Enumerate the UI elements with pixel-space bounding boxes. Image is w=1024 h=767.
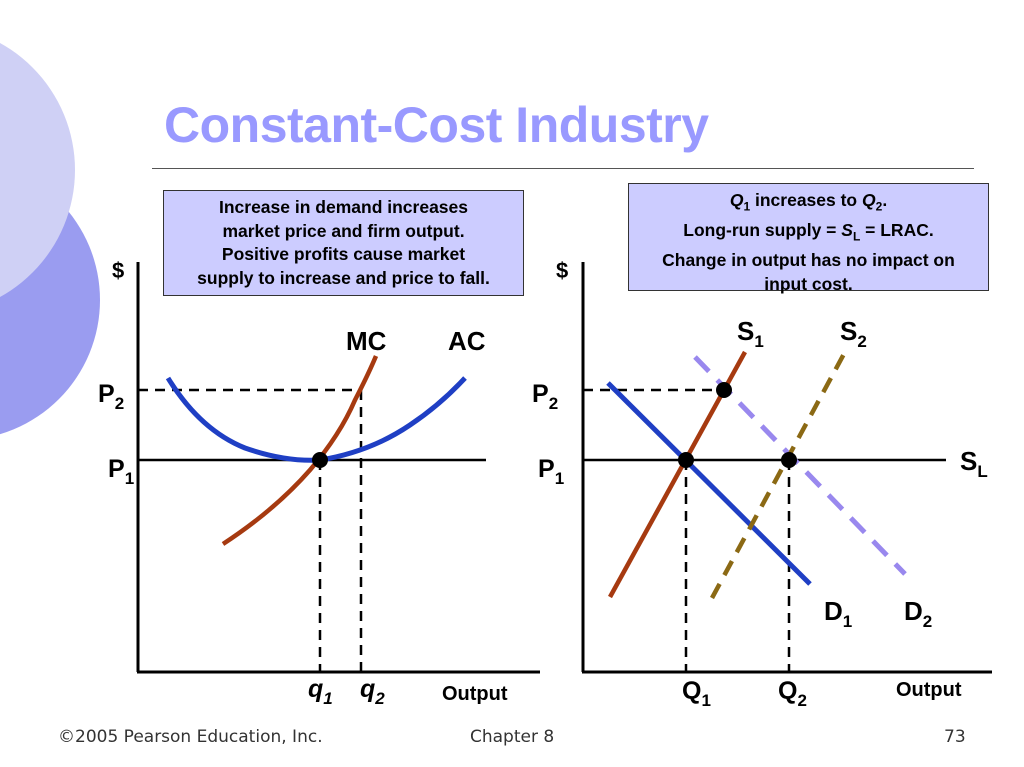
mc-label: MC [346,326,387,356]
firm-note-line: supply to increase and price to fall. [197,267,490,288]
short-run-equilibrium-point [716,382,732,398]
firm-q2-label: q2 [360,675,385,708]
firm-y-axis-label: $ [112,258,124,283]
firm-graph: $ Output MC AC P2 P1 q1 q2 [98,258,540,708]
firm-x-axis-label: Output [442,683,508,705]
industry-note-line-1: Q1 increases to Q2. [729,190,888,214]
ac-label: AC [448,326,486,356]
long-run-equilibrium-point [781,452,797,468]
industry-graph: $ Output S1 S2 SL D1 D2 P2 P1 Q1 Q2 [532,258,992,710]
mc-curve [221,355,379,546]
firm-note-box: Increase in demand increases market pric… [163,190,524,296]
firm-p1-label: P1 [108,455,134,488]
s2-label: S2 [840,316,867,351]
decoration-circle-light [0,43,75,297]
industry-note-line-4: input cost. [764,273,853,294]
firm-note-line: Increase in demand increases [218,197,469,217]
slide-title: Constant-Cost Industry [164,97,709,153]
footer-chapter: Chapter 8 [470,727,555,747]
firm-note-line: market price and firm output. [222,220,465,241]
industry-q1-label: Q1 [682,677,711,710]
industry-y-axis-label: $ [556,258,568,283]
firm-p2-label: P2 [98,380,124,413]
d1-curve [606,381,812,586]
footer-page-number: 73 [944,727,966,747]
industry-note-line-3: Change in output has no impact on [662,250,955,270]
firm-note-line: Positive profits cause market [221,244,466,264]
title-divider [152,168,974,169]
s2-curve [710,350,847,600]
industry-note-line-2: Long-run supply = SL = LRAC. [683,220,934,244]
s1-label: S1 [737,316,764,351]
firm-q1-label: q1 [308,675,333,708]
industry-p2-label: P2 [532,380,558,413]
industry-p1-label: P1 [538,455,564,488]
sl-label: SL [960,446,988,481]
firm-equilibrium-point [312,452,328,468]
industry-q2-label: Q2 [778,677,807,710]
d2-label: D2 [904,596,932,631]
d1-label: D1 [824,596,852,631]
initial-equilibrium-point [678,452,694,468]
industry-note-box: Q1 increases to Q2. Long-run supply = SL… [628,183,989,294]
industry-x-axis-label: Output [896,679,962,701]
footer-copyright: ©2005 Pearson Education, Inc. [58,727,323,747]
